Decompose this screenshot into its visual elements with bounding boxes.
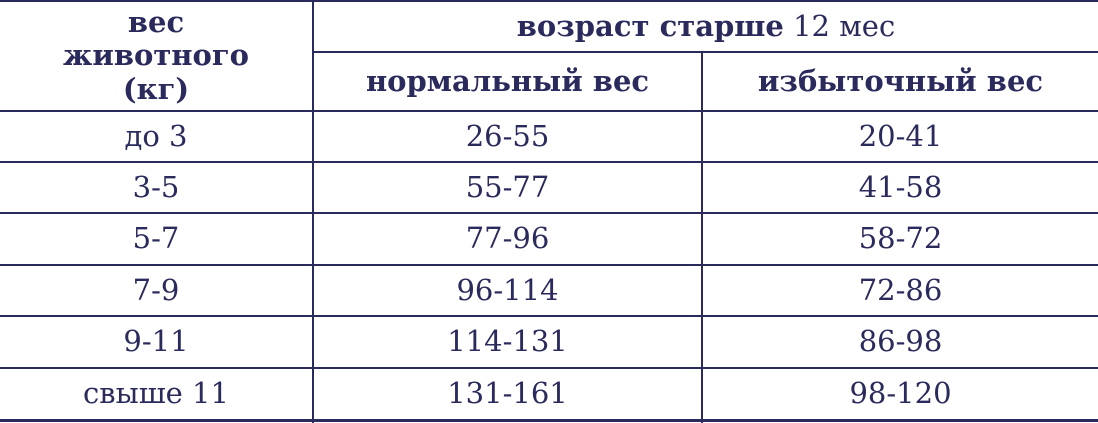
- overweight-cell: 58-72: [858, 221, 943, 256]
- divider: [0, 264, 1098, 266]
- overweight-cell: 72-86: [858, 272, 943, 307]
- header-weight: вес животного (кг): [0, 2, 312, 110]
- overweight-cell: 98-120: [849, 376, 952, 411]
- normal-cell: 96-114: [456, 272, 559, 307]
- weight-cell: 3-5: [132, 169, 180, 204]
- header-overweight: избыточный вес: [757, 63, 1044, 98]
- divider: [0, 110, 1098, 112]
- divider: [701, 52, 703, 423]
- divider: [0, 0, 1098, 2]
- age-group-bold: возраст старше: [516, 8, 784, 43]
- weight-cell: 9-11: [123, 324, 189, 359]
- divider: [0, 315, 1098, 317]
- weight-cell: 5-7: [132, 221, 180, 256]
- weight-cell: 7-9: [132, 272, 180, 307]
- weight-cell: до 3: [124, 118, 188, 153]
- divider: [313, 51, 1098, 53]
- divider: [0, 212, 1098, 214]
- normal-cell: 77-96: [465, 221, 550, 256]
- header-age-group: возраст старше 12 мес: [314, 2, 1098, 51]
- normal-cell: 26-55: [465, 118, 550, 153]
- divider: [0, 419, 1098, 422]
- overweight-cell: 41-58: [858, 169, 943, 204]
- divider: [0, 367, 1098, 369]
- overweight-cell: 86-98: [858, 324, 943, 359]
- normal-cell: 131-161: [447, 376, 568, 411]
- normal-cell: 55-77: [465, 169, 550, 204]
- divider: [312, 0, 314, 423]
- normal-cell: 114-131: [447, 324, 568, 359]
- weight-cell: свыше 11: [83, 376, 229, 411]
- overweight-cell: 20-41: [858, 118, 943, 153]
- age-group-rest: 12 мес: [793, 8, 896, 43]
- header-normal: нормальный вес: [365, 63, 650, 98]
- header-weight-label: вес животного (кг): [63, 4, 249, 106]
- divider: [0, 161, 1098, 163]
